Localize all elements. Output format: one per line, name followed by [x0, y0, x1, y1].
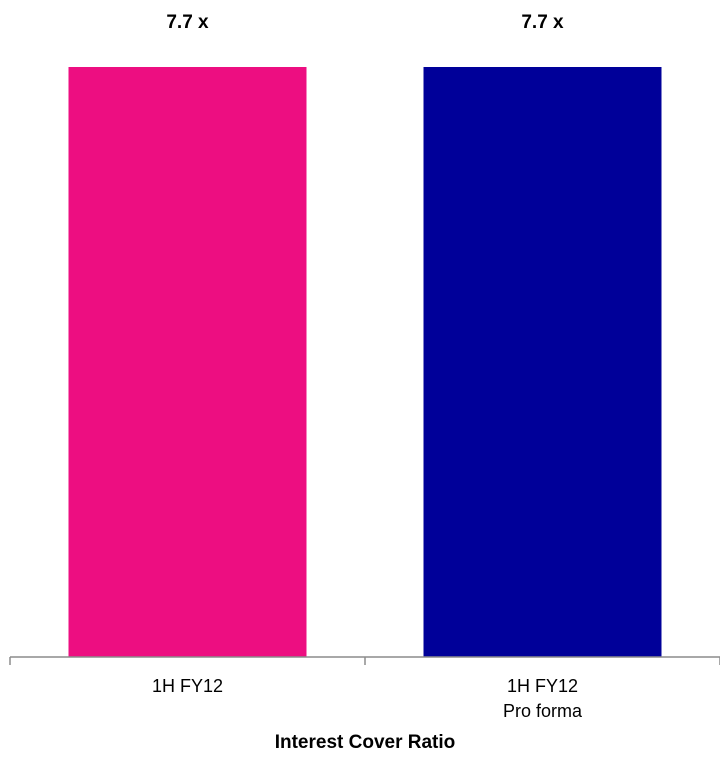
x-axis-ticks [9, 657, 720, 665]
tick-label-2: 1H FY12 Pro forma [503, 676, 583, 721]
x-axis-title: Interest Cover Ratio [275, 732, 456, 753]
tick-label-1: 1H FY12 [152, 676, 223, 696]
bar-1 [68, 67, 307, 657]
tick-label-line: 1H FY12 [507, 676, 578, 696]
x-axis-tick-labels: 1H FY12 1H FY12 Pro forma [152, 676, 583, 721]
data-label-1: 7.7 x [166, 12, 209, 33]
tick-label-line: Pro forma [503, 701, 583, 721]
bars-group [68, 67, 662, 657]
bar-2 [423, 67, 662, 657]
data-label-2: 7.7 x [521, 12, 564, 33]
data-labels-group: 7.7 x 7.7 x [166, 12, 564, 33]
tick-label-line: 1H FY12 [152, 676, 223, 696]
